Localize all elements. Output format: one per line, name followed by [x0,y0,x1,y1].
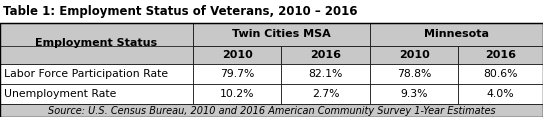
Bar [370,46,458,64]
Bar [370,84,458,104]
Text: 9.3%: 9.3% [400,89,428,99]
Bar [193,23,370,46]
Text: 10.2%: 10.2% [220,89,254,99]
Text: 79.7%: 79.7% [220,69,254,79]
Text: 2010: 2010 [399,50,430,60]
Bar [193,64,281,84]
Text: 2016: 2016 [310,50,341,60]
Bar [0,23,193,64]
Bar [281,46,370,64]
Bar [458,84,543,104]
Bar [0,64,193,84]
Bar [370,23,543,46]
Bar [0,23,543,117]
Text: 4.0%: 4.0% [487,89,514,99]
Text: 80.6%: 80.6% [483,69,518,79]
Bar [193,46,281,64]
Bar [0,84,193,104]
Text: Table 1: Employment Status of Veterans, 2010 – 2016: Table 1: Employment Status of Veterans, … [3,5,357,18]
Text: Unemployment Rate: Unemployment Rate [4,89,117,99]
Text: Minnesota: Minnesota [424,29,489,39]
Bar [281,84,370,104]
Bar [0,104,543,117]
Bar [193,84,281,104]
Bar [281,64,370,84]
Bar [458,46,543,64]
Bar [370,64,458,84]
Text: 2.7%: 2.7% [312,89,339,99]
Bar [0,46,193,64]
Text: 2016: 2016 [485,50,516,60]
Text: Source: U.S. Census Bureau, 2010 and 2016 American Community Survey 1-Year Estim: Source: U.S. Census Bureau, 2010 and 201… [48,106,495,115]
Text: 78.8%: 78.8% [397,69,431,79]
Text: 2010: 2010 [222,50,252,60]
Text: Labor Force Participation Rate: Labor Force Participation Rate [4,69,168,79]
Text: Employment Status: Employment Status [35,38,157,48]
Text: 82.1%: 82.1% [308,69,343,79]
Bar [458,64,543,84]
Text: Twin Cities MSA: Twin Cities MSA [232,29,331,39]
